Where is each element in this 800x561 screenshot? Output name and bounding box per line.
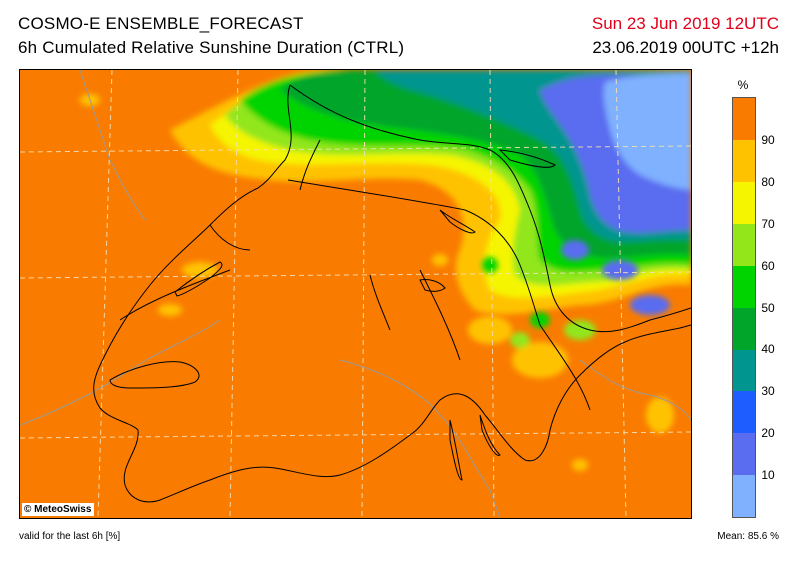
legend-tick-label: 40 (761, 342, 775, 357)
legend-swatch (733, 307, 755, 350)
legend-tick-label: 60 (761, 258, 775, 273)
lake-zurich (439, 209, 476, 234)
run-info: 23.06.2019 00UTC +12h (592, 38, 779, 57)
graticule (20, 70, 691, 518)
legend-tick-label: 70 (761, 216, 775, 231)
legend-swatch (733, 349, 755, 392)
lake-neuchatel (174, 261, 223, 297)
mean-value: Mean: 85.6 % (717, 531, 779, 542)
lake-como (479, 414, 501, 456)
lake-geneva (109, 361, 200, 389)
legend-swatch (733, 98, 755, 140)
legend-swatch (733, 181, 755, 224)
lake-constance (498, 149, 556, 168)
legend-swatch (733, 265, 755, 308)
legend-swatch (733, 139, 755, 182)
contour-10 (603, 73, 691, 190)
legend-tick-label: 50 (761, 300, 775, 315)
copyright-label: © MeteoSwiss (22, 503, 95, 516)
legend-tick-label: 20 (761, 426, 775, 441)
legend-swatch (733, 475, 755, 518)
map-area (19, 69, 692, 519)
validity-note: valid for the last 6h [%] (19, 531, 121, 542)
legend-tick-label: 80 (761, 174, 775, 189)
map-title: COSMO-E ENSEMBLE_FORECAST (18, 14, 304, 33)
legend-swatch (733, 223, 755, 266)
legend-tick-label: 30 (761, 384, 775, 399)
valid-date: Sun 23 Jun 2019 12UTC (591, 14, 779, 33)
legend-tick-label: 10 (761, 468, 775, 483)
national-borders (93, 84, 691, 503)
legend-tick-label: 90 (761, 132, 775, 147)
color-legend (732, 97, 756, 518)
lake-lucerne (419, 279, 446, 292)
field-speckles (80, 94, 674, 471)
legend-swatch (733, 433, 755, 476)
legend-unit: % (737, 78, 749, 92)
lake-maggiore (449, 419, 463, 481)
legend-swatch (733, 391, 755, 434)
map-subtitle: 6h Cumulated Relative Sunshine Duration … (18, 38, 405, 57)
region-borders (20, 70, 691, 518)
forecast-map (20, 70, 691, 518)
